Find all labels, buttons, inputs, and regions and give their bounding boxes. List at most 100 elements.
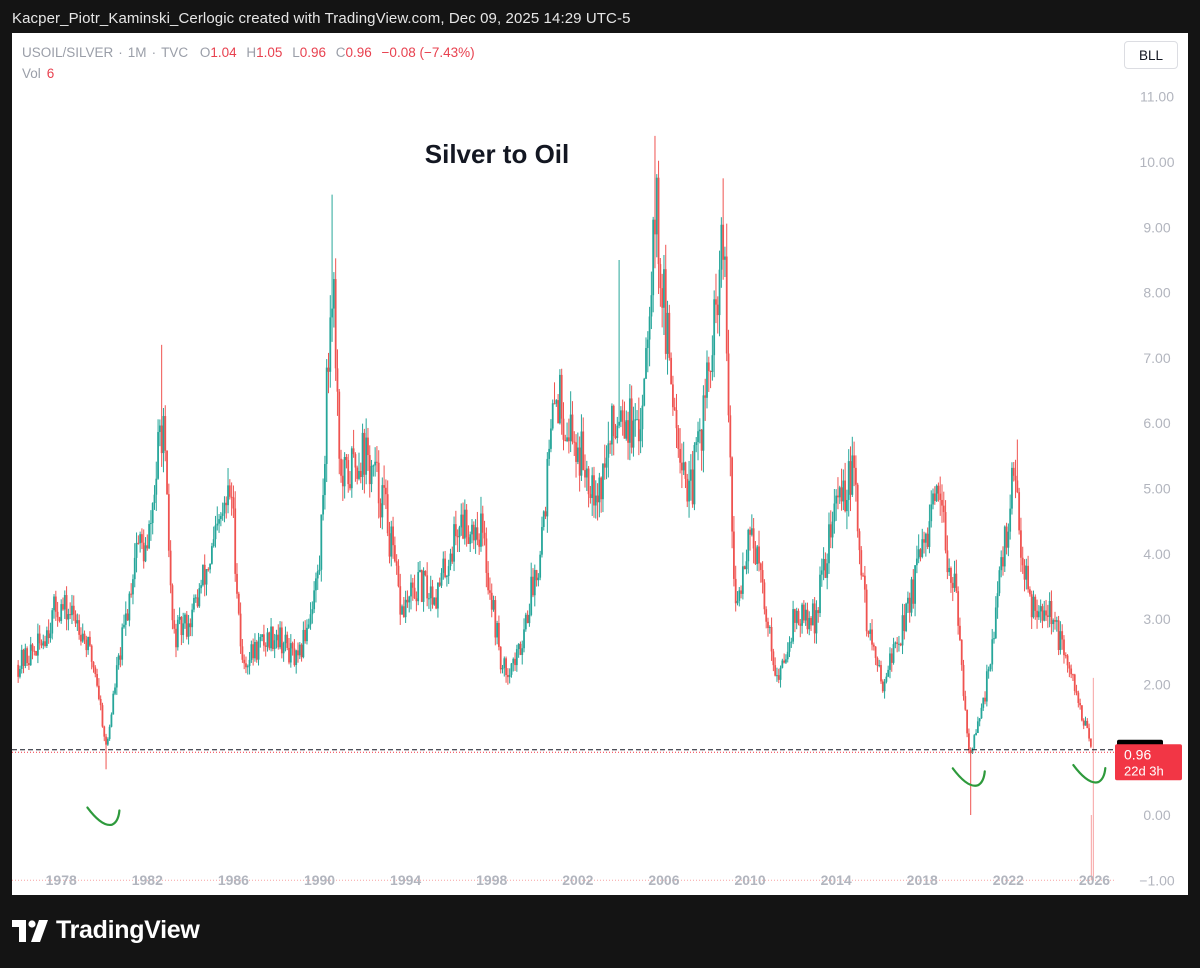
candle-body [584, 470, 586, 478]
candle-body [325, 367, 328, 465]
price-chart[interactable]: Silver to Oil 11.00 10.00 9.00 8.00 7.00 6.00… [12, 33, 1188, 895]
candle-body [725, 256, 728, 354]
last-price-label: 0.96 [1124, 746, 1151, 762]
candle-body [193, 597, 195, 610]
candle-body [133, 557, 136, 580]
bll-button[interactable]: BLL [1124, 41, 1178, 69]
candle-body [734, 578, 737, 604]
candle-body [392, 526, 394, 546]
candle-body [444, 558, 446, 578]
candle-body [564, 439, 567, 442]
candle-body [585, 468, 588, 478]
candle-body [51, 610, 54, 634]
candle-body [673, 407, 676, 411]
candle-body [383, 485, 386, 488]
candle-body [1009, 508, 1012, 532]
candle-body [1005, 526, 1008, 548]
candle-body [795, 610, 798, 623]
candle-body [663, 269, 665, 308]
candle-body [749, 529, 751, 535]
candle-body [297, 650, 299, 656]
candle-body [553, 403, 556, 405]
candle-body [157, 432, 159, 479]
candle-body [962, 664, 965, 697]
candle-body [587, 468, 590, 495]
candle-body [388, 533, 391, 557]
candle-body [469, 534, 472, 544]
candle-body [876, 657, 879, 666]
candle-body [1084, 720, 1087, 726]
overlay-layer: Silver to Oil [12, 139, 1115, 881]
candle-body [641, 405, 644, 430]
candle-body [503, 658, 506, 669]
candle-body [359, 470, 362, 478]
candle-body [237, 593, 240, 614]
candle-body [214, 525, 217, 540]
candle-body [462, 514, 464, 539]
open-value: 1.04 [210, 45, 237, 60]
candle-body [431, 586, 434, 605]
candle-body [1014, 475, 1017, 481]
candle-body [1089, 738, 1092, 747]
candles-layer [17, 135, 1092, 815]
candle-body [955, 573, 958, 592]
candle-body [365, 437, 368, 475]
candle-body [889, 653, 891, 670]
chart-panel[interactable]: Silver to Oil 11.00 10.00 9.00 8.00 7.00 6.00… [12, 33, 1188, 895]
candle-body [105, 736, 107, 745]
candle-body [628, 398, 631, 443]
candle-body [815, 610, 818, 634]
candle-body [1081, 705, 1083, 721]
candle-body [822, 558, 825, 571]
candle-body [907, 597, 909, 604]
candle-body [928, 521, 931, 547]
candle-body [880, 665, 882, 682]
candle-body [63, 595, 66, 610]
candle-body [280, 627, 283, 654]
candle-body [69, 614, 72, 616]
candle-body [1020, 530, 1022, 558]
candle-body [345, 456, 348, 461]
candle-body [718, 269, 721, 316]
candle-body [731, 457, 734, 532]
candle-body [951, 582, 954, 588]
candle-body [307, 624, 310, 628]
candle-body [557, 400, 560, 424]
candle-body [917, 549, 920, 559]
candle-body [819, 574, 821, 614]
candle-body [24, 648, 27, 666]
candle-body [501, 668, 504, 670]
candle-body [379, 503, 382, 518]
candle-body [1079, 702, 1082, 706]
candle-body [856, 484, 859, 532]
candle-body [270, 626, 272, 649]
candle-body [306, 627, 308, 642]
candle-body [489, 590, 491, 593]
candle-body [804, 609, 807, 621]
candle-body [316, 571, 319, 579]
y-tick-label: 3.00 [1143, 611, 1170, 627]
candle-body [591, 475, 594, 499]
candle-body [899, 643, 902, 646]
candle-body [225, 502, 228, 506]
candle-body [210, 546, 213, 564]
candle-body [114, 687, 116, 694]
candle-body [688, 480, 690, 502]
candle-body [950, 567, 952, 583]
candle-body [521, 648, 524, 655]
candle-body [611, 405, 613, 445]
candle-body [528, 614, 531, 624]
candle-body [449, 553, 452, 567]
candle-body [476, 527, 479, 540]
candle-body [605, 457, 608, 468]
candle-body [264, 645, 267, 647]
candle-body [361, 432, 364, 478]
candle-body [898, 643, 900, 645]
candle-body [390, 526, 393, 557]
candle-body [743, 566, 746, 570]
candle-body [1066, 655, 1069, 666]
candle-body [99, 698, 102, 706]
candle-body [358, 470, 360, 479]
candle-body [153, 494, 156, 504]
candle-body [980, 707, 983, 719]
